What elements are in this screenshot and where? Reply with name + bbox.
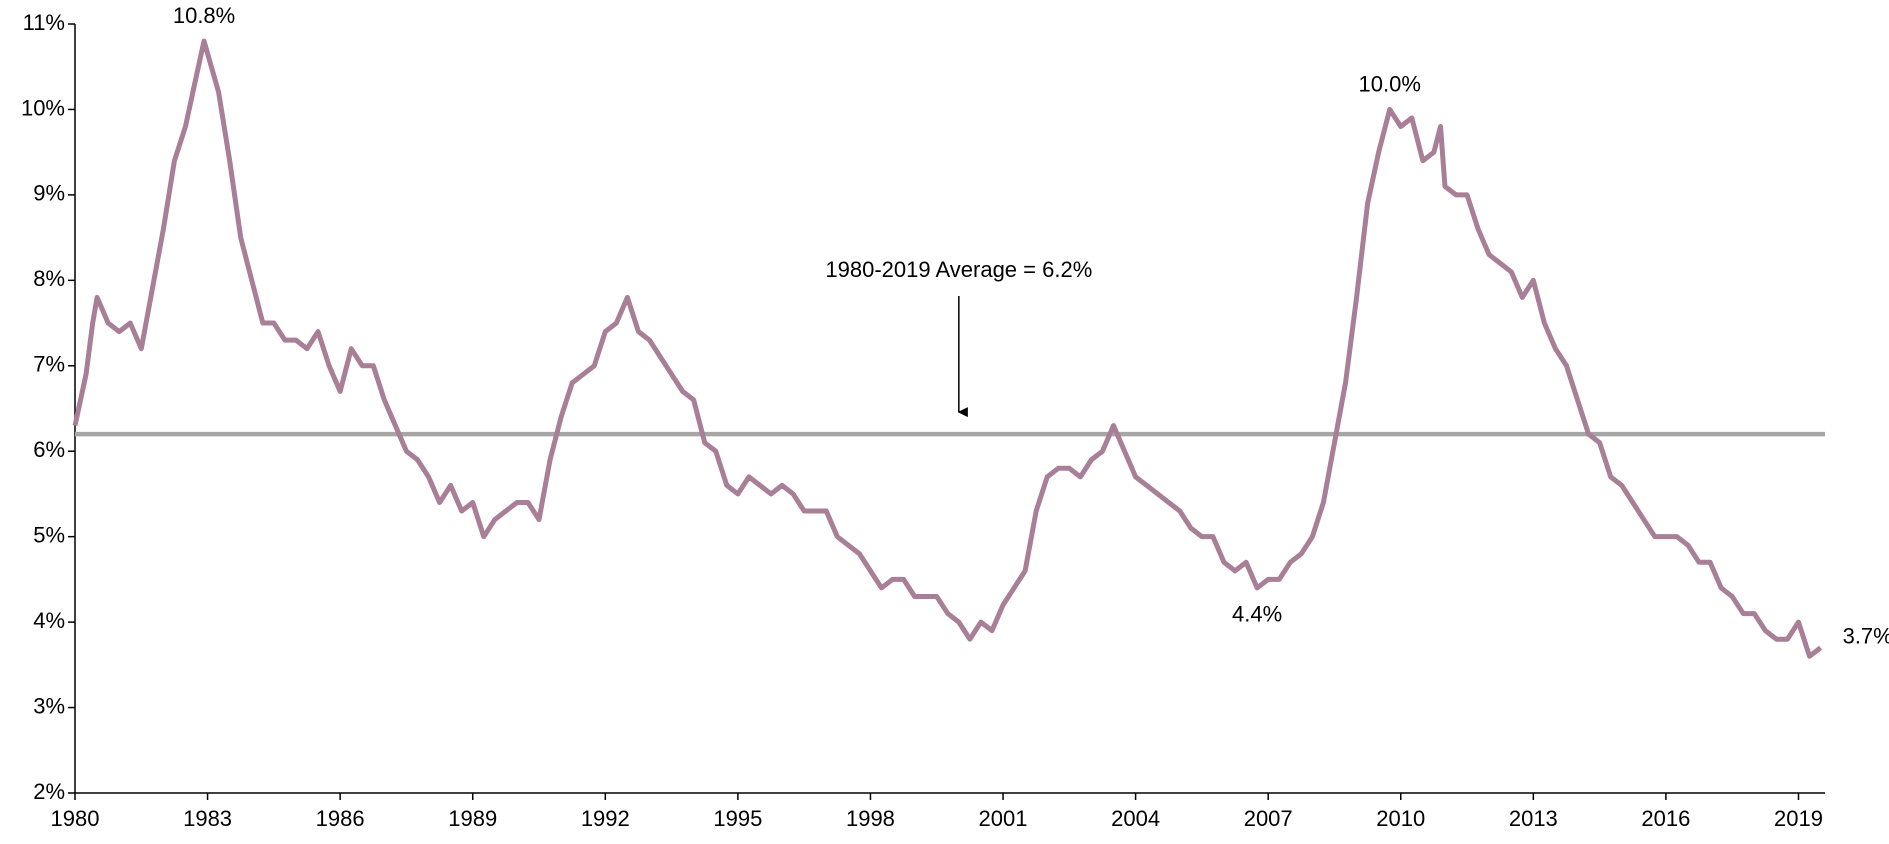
x-tick-label: 1992 [581, 806, 630, 831]
data-label: 3.7% [1843, 624, 1889, 649]
x-tick-label: 2004 [1111, 806, 1160, 831]
y-tick-label: 2% [33, 779, 65, 804]
y-tick-label: 5% [33, 522, 65, 547]
x-tick-label: 2001 [979, 806, 1028, 831]
x-tick-label: 2016 [1641, 806, 1690, 831]
x-tick-label: 1998 [846, 806, 895, 831]
data-label: 10.0% [1359, 71, 1421, 96]
x-tick-label: 1980 [51, 806, 100, 831]
series-line [72, 38, 1823, 659]
y-tick-label: 11% [23, 10, 65, 35]
y-tick-label: 7% [33, 352, 65, 377]
y-tick-label: 8% [33, 266, 65, 291]
x-tick-label: 1995 [713, 806, 762, 831]
data-label: 10.8% [173, 3, 235, 28]
y-tick-label: 4% [33, 608, 65, 633]
x-tick-label: 2019 [1774, 806, 1823, 831]
x-tick-label: 2007 [1244, 806, 1293, 831]
average-label: 1980-2019 Average = 6.2% [825, 257, 1092, 282]
x-tick-label: 2010 [1376, 806, 1425, 831]
data-label: 4.4% [1232, 602, 1282, 627]
x-tick-label: 1989 [448, 806, 497, 831]
x-tick-label: 1986 [316, 806, 365, 831]
y-tick-label: 3% [33, 693, 65, 718]
y-tick-label: 6% [33, 437, 65, 462]
y-tick-label: 9% [33, 181, 65, 206]
x-tick-label: 2013 [1509, 806, 1558, 831]
x-tick-label: 1983 [183, 806, 232, 831]
y-tick-label: 10% [21, 95, 65, 120]
